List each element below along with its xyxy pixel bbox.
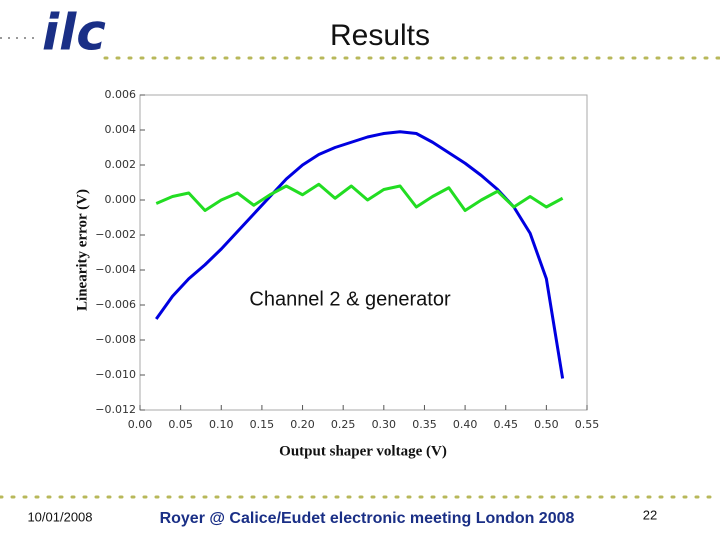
x-axis-label: Output shaper voltage (V)	[279, 443, 447, 459]
data-line	[155, 130, 565, 379]
footer: Royer @ Calice/Eudet electronic meeting …	[160, 510, 575, 527]
y-tick-label: −0.004	[95, 263, 136, 276]
logo: ilc	[42, 4, 106, 62]
x-tick-label: 0.05	[168, 418, 193, 431]
y-tick-label: −0.012	[95, 403, 136, 416]
x-tick-label: 0.15	[250, 418, 275, 431]
page-number: 22	[643, 507, 657, 522]
x-tick-label: 0.10	[209, 418, 234, 431]
y-tick-label: 0.002	[105, 158, 137, 171]
date: 10/01/2008	[27, 509, 92, 524]
x-tick-label: 0.20	[290, 418, 315, 431]
y-tick-label: −0.002	[95, 228, 136, 241]
x-tick-label: 0.25	[331, 418, 356, 431]
x-tick-label: 0.45	[493, 418, 518, 431]
x-tick-label: 0.50	[534, 418, 559, 431]
x-tick-label: 0.40	[453, 418, 478, 431]
slide-title: Results	[330, 19, 430, 52]
x-tick-label: 0.35	[412, 418, 437, 431]
plot-frame	[139, 94, 588, 411]
y-axis-label: Linearity error (V)	[74, 189, 90, 311]
x-tick-label: 0.30	[372, 418, 397, 431]
y-tick-label: −0.006	[95, 298, 136, 311]
y-tick-label: −0.010	[95, 368, 136, 381]
annotation: Channel 2 & generator	[249, 288, 451, 310]
y-tick-label: 0.004	[105, 123, 137, 136]
y-tick-label: 0.000	[105, 193, 137, 206]
x-tick-label: 0.55	[575, 418, 600, 431]
y-tick-label: −0.008	[95, 333, 136, 346]
plot: 0.00 0.05 0.10 0.15 0.20 0.25 0.30 0.35 0.40 0.45…	[95, 88, 599, 431]
x-tick-label: 0.00	[128, 418, 153, 431]
data-line	[155, 182, 564, 212]
y-tick-label: 0.006	[105, 88, 137, 101]
